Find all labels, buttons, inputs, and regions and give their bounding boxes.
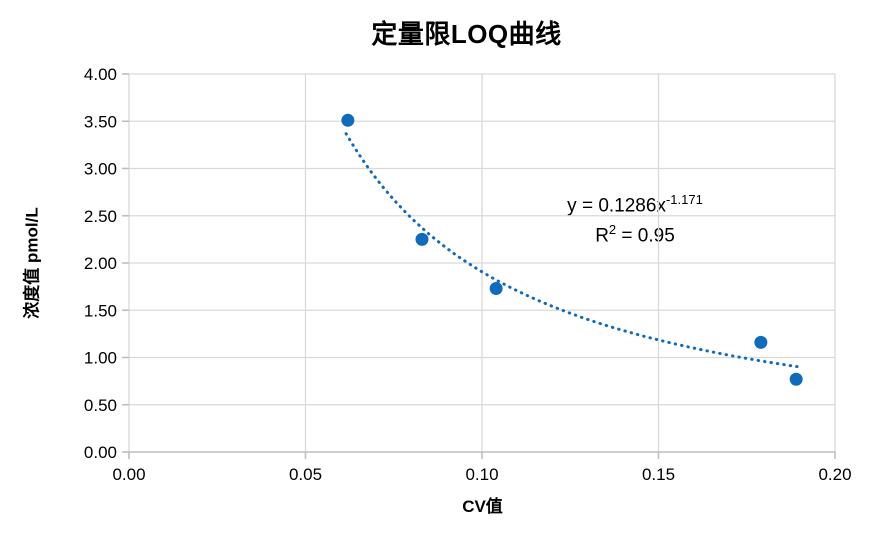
y-tick-label: 4.00 <box>84 65 117 84</box>
chart-title: 定量限LOQ曲线 <box>371 19 562 49</box>
y-tick-label: 1.50 <box>84 301 117 320</box>
y-tick-label: 1.00 <box>84 349 117 368</box>
x-tick-label: 0.10 <box>465 465 498 484</box>
data-point <box>341 113 355 127</box>
r-squared-sup: 2 <box>608 222 617 238</box>
r-squared-line: R2 = 0.95 <box>535 218 735 248</box>
y-tick-label: 3.00 <box>84 160 117 179</box>
x-tick-label: 0.00 <box>112 465 145 484</box>
equation-base: y = 0.1286x <box>567 195 666 217</box>
y-tick-label: 2.00 <box>84 254 117 273</box>
r-squared-base: R <box>595 225 609 247</box>
r-squared-value: = 0.95 <box>616 225 675 247</box>
data-point <box>415 232 429 246</box>
x-tick-label: 0.20 <box>818 465 851 484</box>
trendline-equation: y = 0.1286x-1.171 R2 = 0.95 <box>535 188 735 249</box>
x-tick-label: 0.05 <box>289 465 322 484</box>
y-tick-label: 0.00 <box>84 443 117 462</box>
data-point <box>789 372 803 386</box>
equation-exponent: -1.171 <box>665 192 703 207</box>
y-tick-label: 0.50 <box>84 396 117 415</box>
data-point <box>489 282 503 296</box>
equation-line: y = 0.1286x-1.171 <box>535 188 735 218</box>
data-point <box>754 335 768 349</box>
x-tick-label: 0.15 <box>642 465 675 484</box>
x-axis-title: CV值 <box>462 497 503 516</box>
y-tick-label: 2.50 <box>84 207 117 226</box>
y-tick-label: 3.50 <box>84 112 117 131</box>
